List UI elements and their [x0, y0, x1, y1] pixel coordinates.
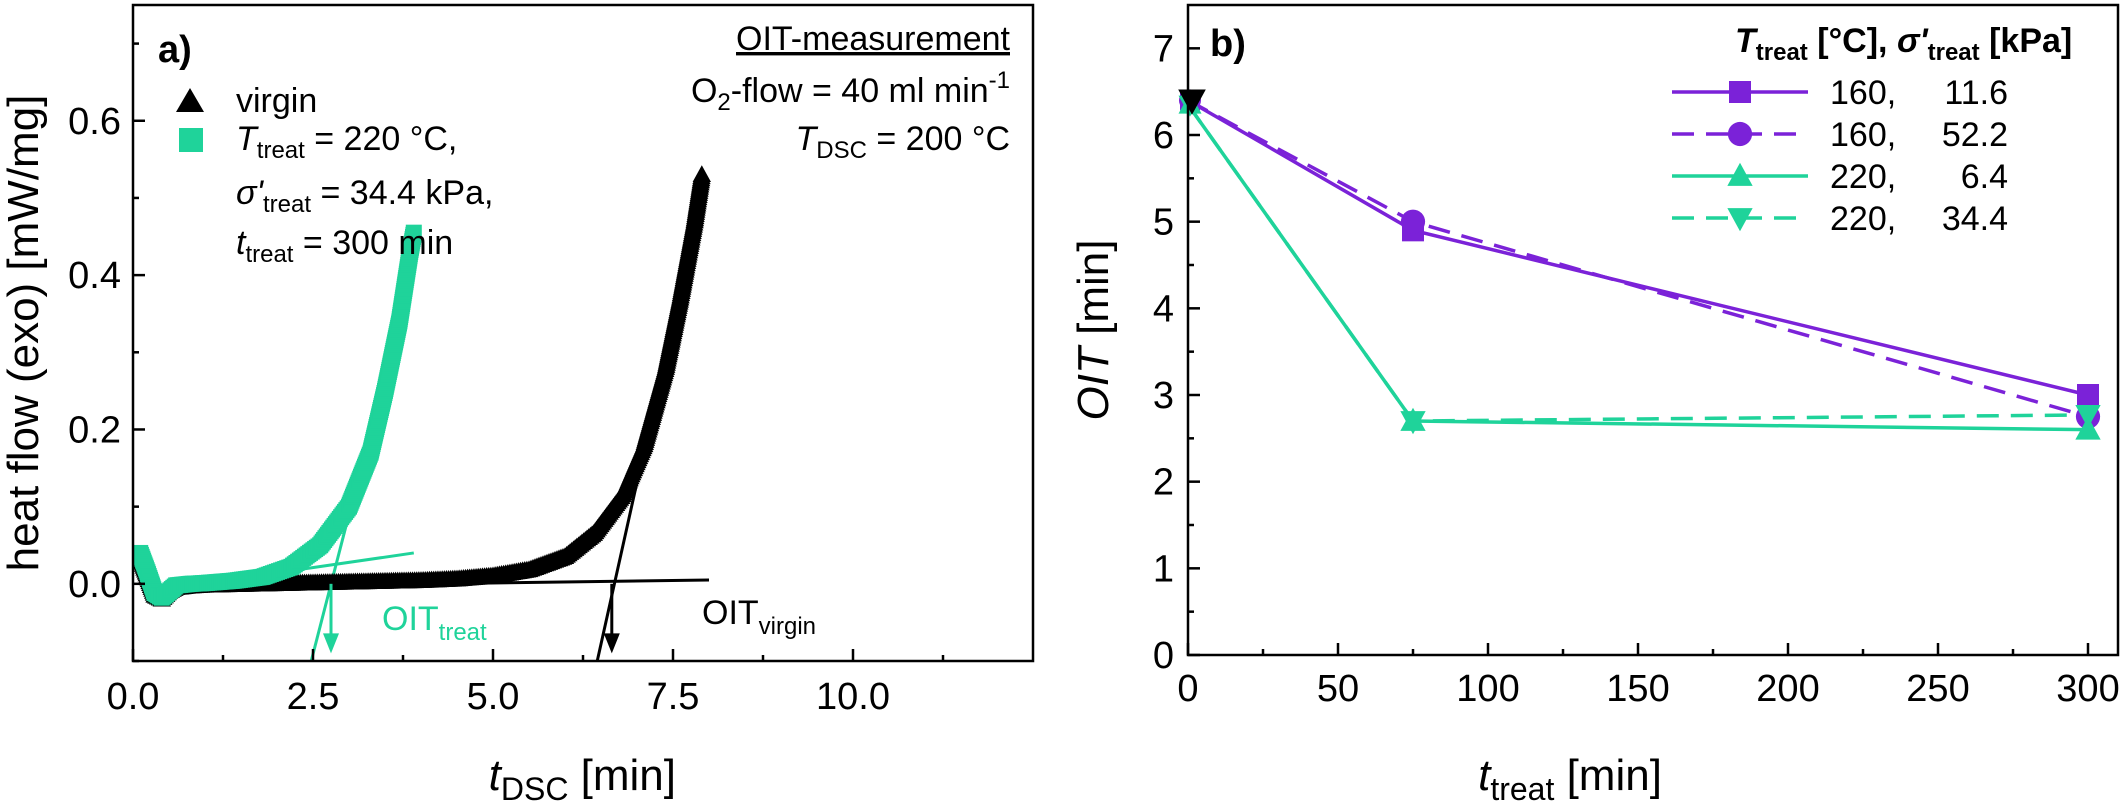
series-treat [133, 224, 422, 606]
legend-label-b-1: 52.2 [1942, 116, 2008, 154]
panel-b-label: b) [1210, 23, 1246, 65]
data-point-series-3 [1400, 411, 1426, 435]
data-point-virgin [1178, 89, 1206, 115]
legend-marker-3 [1727, 208, 1753, 232]
tdsc-text: TDSC = 200 °C [795, 120, 1010, 164]
panel-a-ticks: 0.0 2.5 5.0 7.5 10.0 0.0 0.2 0.4 0.6 [68, 42, 945, 718]
panel-a-legend: virgin Ttreat = 220 °C, σ'treat = 34.4 k… [176, 82, 493, 268]
y-tick-label: 6 [1153, 115, 1174, 157]
legend-treat-line3: ttreat = 300 min [236, 224, 453, 268]
y-tick-label: 5 [1153, 202, 1174, 244]
y-tick-label: 3 [1153, 375, 1174, 417]
legend-marker-2 [1727, 162, 1753, 186]
oit-measurement-title: OIT-measurement [736, 20, 1011, 58]
y-tick-label: 1 [1153, 548, 1174, 590]
x-tick-label: 5.0 [467, 676, 520, 718]
y-tick-label: 0.4 [68, 255, 121, 297]
y-tick-label: 0.0 [68, 564, 121, 606]
x-tick-label: 0.0 [107, 676, 160, 718]
x-tick-label: 0 [1177, 668, 1198, 710]
data-point-series-0 [2077, 384, 2099, 406]
panel-a-ylabel: heat flow (exo) [mW/mg] [0, 95, 48, 572]
x-tick-label: 100 [1456, 668, 1519, 710]
y-tick-label: 7 [1153, 28, 1174, 70]
panel-b-legend: Ttreat [°C], σ'treat [kPa] 160, 11.6 160, 5… [1672, 22, 2072, 238]
oit-measurement-annotation: OIT-measurement O2-flow = 40 ml min-1 TD… [691, 20, 1011, 164]
x-tick-label: 2.5 [287, 676, 340, 718]
panel-b-xlabel: ttreat [min] [1478, 751, 1662, 806]
y-tick-label: 2 [1153, 462, 1174, 504]
oit-virgin-arrow-head [603, 633, 620, 654]
panel-b-frame [1186, 3, 2120, 657]
oit-virgin-label: OITvirgin [702, 594, 816, 640]
legend-label-a-1: 160, [1830, 116, 1896, 154]
panel-a-data [133, 165, 711, 661]
legend-label-a-3: 220, [1830, 200, 1896, 238]
y-tick-label: 0 [1153, 635, 1174, 677]
y-tick-label: 0.6 [68, 101, 121, 143]
data-point-virgin [692, 165, 711, 182]
panel-a: 0.0 2.5 5.0 7.5 10.0 0.0 0.2 0.4 0.6 a) virgin T… [0, 3, 1035, 806]
legend-label-b-3: 34.4 [1942, 200, 2008, 238]
legend-marker-1 [1727, 121, 1753, 147]
x-tick-label: 250 [1906, 668, 1969, 710]
y-tick-label: 4 [1153, 288, 1174, 330]
panel-b: 0 50 100 150 200 250 300 0 1 2 3 4 5 6 7 b) Ttreat [°C… [1069, 3, 2120, 806]
legend-marker-0 [1729, 81, 1751, 103]
legend-treat-line2: σ'treat = 34.4 kPa, [236, 174, 493, 218]
legend-virgin-marker [176, 88, 204, 112]
data-point-series-1 [1400, 209, 1426, 234]
x-tick-label: 300 [2056, 668, 2119, 710]
oit-treat-label: OITtreat [382, 600, 487, 646]
panel-b-data [1178, 89, 2101, 440]
legend-treat-line1: Ttreat = 220 °C, [236, 120, 457, 164]
panel-a-clipped [133, 165, 711, 661]
x-tick-label: 200 [1756, 668, 1819, 710]
legend-label-a-0: 160, [1830, 74, 1896, 112]
y-tick-label: 0.2 [68, 409, 121, 451]
legend-label-b-0: 11.6 [1944, 74, 2008, 112]
x-tick-label: 50 [1317, 668, 1359, 710]
x-tick-label: 10.0 [816, 676, 890, 718]
x-tick-label: 7.5 [647, 676, 700, 718]
data-point-treat [405, 224, 422, 241]
panel-a-xlabel: tDSC [min] [489, 751, 676, 806]
oit-treat-arrow-head [323, 633, 339, 654]
legend-virgin-label: virgin [236, 82, 317, 120]
x-tick-label: 150 [1606, 668, 1669, 710]
legend-label-a-2: 220, [1830, 158, 1896, 196]
panel-a-label: a) [158, 29, 192, 71]
panel-b-ylabel: OIT [min] [1069, 240, 1118, 421]
legend-treat-marker [179, 128, 203, 152]
panel-b-ticks: 0 50 100 150 200 250 300 0 1 2 3 4 5 6 7 [1153, 28, 2120, 710]
o2-flow-text: O2-flow = 40 ml min-1 [691, 67, 1010, 116]
panel-b-legend-header: Ttreat [°C], σ'treat [kPa] [1735, 22, 2072, 66]
legend-label-b-2: 6.4 [1961, 158, 2008, 196]
data-point-series-3 [2075, 405, 2101, 429]
